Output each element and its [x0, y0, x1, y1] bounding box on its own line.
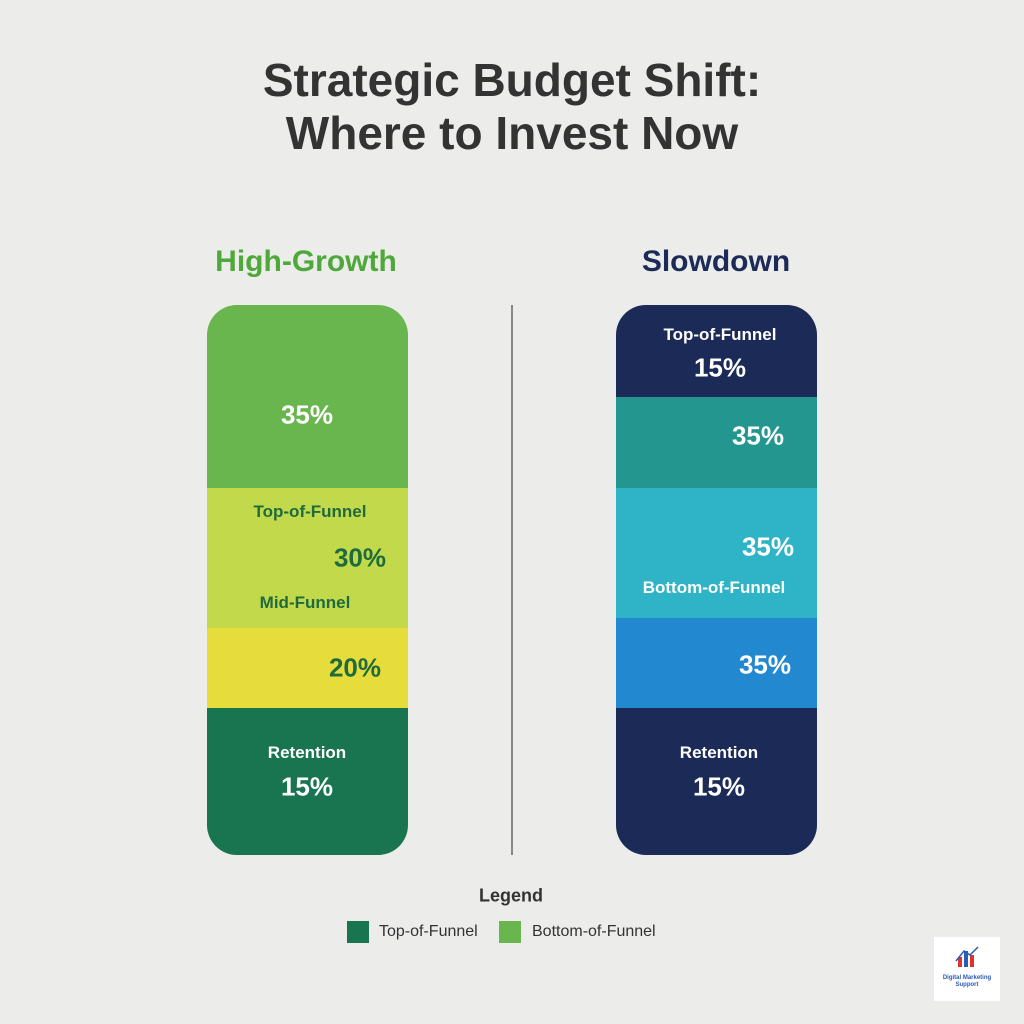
legend-label: Bottom-of-Funnel [532, 923, 656, 940]
segment-label: Retention [267, 743, 347, 762]
logo-icon [955, 946, 979, 967]
column [207, 305, 408, 855]
segment [207, 628, 408, 708]
divider [511, 305, 513, 855]
column-heading: High-Growth [215, 245, 397, 278]
segment-value: 15% [692, 771, 746, 802]
segment-value: 35% [741, 531, 795, 562]
segment [616, 397, 817, 488]
segment-label: Mid-Funnel [259, 593, 351, 612]
logo-text: Digital Marketing Support [942, 975, 992, 988]
segment-value: 20% [328, 652, 382, 683]
segment-value: 35% [738, 649, 792, 680]
legend-label: Top-of-Funnel [379, 923, 478, 940]
segment-value: 15% [693, 352, 747, 383]
column-heading: Slowdown [641, 245, 791, 278]
segment-value: 35% [731, 420, 785, 451]
segment [207, 488, 408, 628]
segment [616, 488, 817, 618]
segment-label: Top-of-Funnel [663, 325, 777, 344]
title-line: Strategic Budget Shift: [262, 54, 762, 106]
title-line: Where to Invest Now [285, 107, 739, 159]
segment [616, 618, 817, 708]
segment-value: 15% [280, 771, 334, 802]
legend-title: Legend [478, 885, 544, 906]
segment-value: 35% [280, 399, 334, 430]
segment [616, 305, 817, 397]
segment [207, 305, 408, 488]
legend-swatch [347, 921, 369, 943]
segment [207, 708, 408, 855]
segment-label: Top-of-Funnel [253, 502, 367, 521]
logo: Digital Marketing Support [934, 937, 1000, 1001]
segment-label: Bottom-of-Funnel [642, 578, 786, 597]
segment-value: 30% [333, 542, 387, 573]
segment-label: Retention [679, 743, 759, 762]
segment [616, 708, 817, 855]
column [616, 305, 817, 855]
legend-swatch [499, 921, 521, 943]
